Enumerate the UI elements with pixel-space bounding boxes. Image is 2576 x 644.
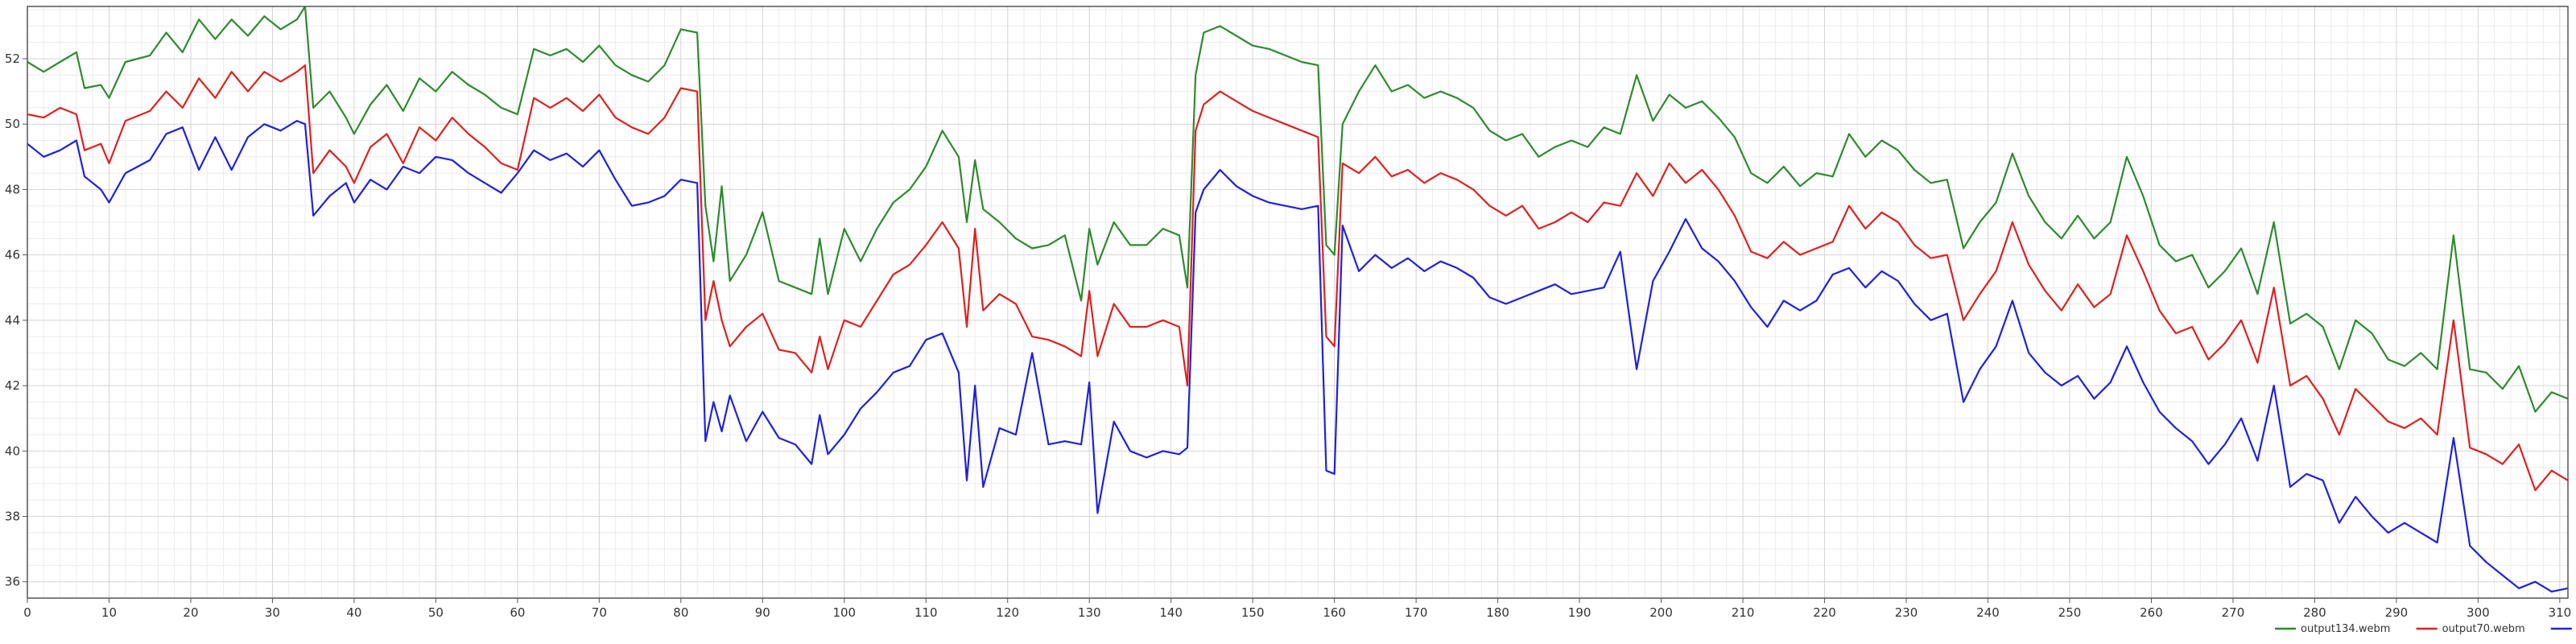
x-tick-label: 280 [2303,605,2326,620]
plot-series [27,6,2568,592]
x-tick-label: 110 [914,605,938,620]
x-tick-label: 20 [183,605,198,620]
y-tick-label: 50 [5,117,20,131]
x-tick-label: 80 [673,605,688,620]
legend-label-0: output134.webm [2301,623,2390,635]
legend-label-1: output70.webm [2442,623,2525,635]
x-tick-label: 0 [23,605,31,620]
x-tick-label: 40 [346,605,361,620]
series-line-1 [27,64,2568,492]
x-tick-label: 50 [428,605,444,620]
y-axis: 36 38 40 42 44 46 48 50 52 [5,52,27,589]
y-tick-label: 42 [5,378,20,393]
x-tick-label: 130 [1078,605,1101,620]
x-tick-label: 300 [2467,605,2490,620]
x-tick-label: 140 [1159,605,1183,620]
x-tick-label: 210 [1732,605,1755,620]
x-tick-label: 200 [1649,605,1673,620]
x-tick-label: 180 [1486,605,1509,620]
minor-grid [27,6,2568,599]
x-tick-label: 220 [1813,605,1836,620]
x-tick-label: 270 [2222,605,2245,620]
x-tick-label: 30 [265,605,280,620]
x-tick-label: 90 [755,605,770,620]
x-tick-label: 230 [1895,605,1918,620]
x-tick-label: 250 [2058,605,2082,620]
y-tick-label: 38 [5,509,20,523]
x-tick-label: 240 [1976,605,2000,620]
x-tick-label: 100 [832,605,856,620]
x-tick-label: 170 [1405,605,1428,620]
x-tick-label: 120 [996,605,1019,620]
x-tick-label: 190 [1568,605,1591,620]
series-line-0 [27,6,2568,413]
x-tick-label: 70 [592,605,607,620]
x-tick-label: 310 [2549,605,2572,620]
y-tick-label: 40 [5,444,20,458]
major-grid [27,6,2568,598]
plot-frame [27,6,2569,599]
y-tick-label: 46 [5,248,20,262]
x-axis: 0 10 20 30 40 50 60 70 80 90 100 110 120 130 140 150 160… [23,598,2571,620]
y-tick-label: 52 [5,52,20,66]
x-tick-label: 150 [1241,605,1265,620]
x-tick-label: 160 [1323,605,1346,620]
y-tick-label: 48 [5,182,20,196]
y-tick-label: 44 [5,313,20,328]
x-tick-label: 10 [101,605,117,620]
x-tick-label: 60 [510,605,525,620]
x-tick-label: 260 [2140,605,2163,620]
y-tick-label: 36 [5,575,20,589]
series-line-2 [27,120,2568,592]
x-tick-label: 290 [2385,605,2409,620]
